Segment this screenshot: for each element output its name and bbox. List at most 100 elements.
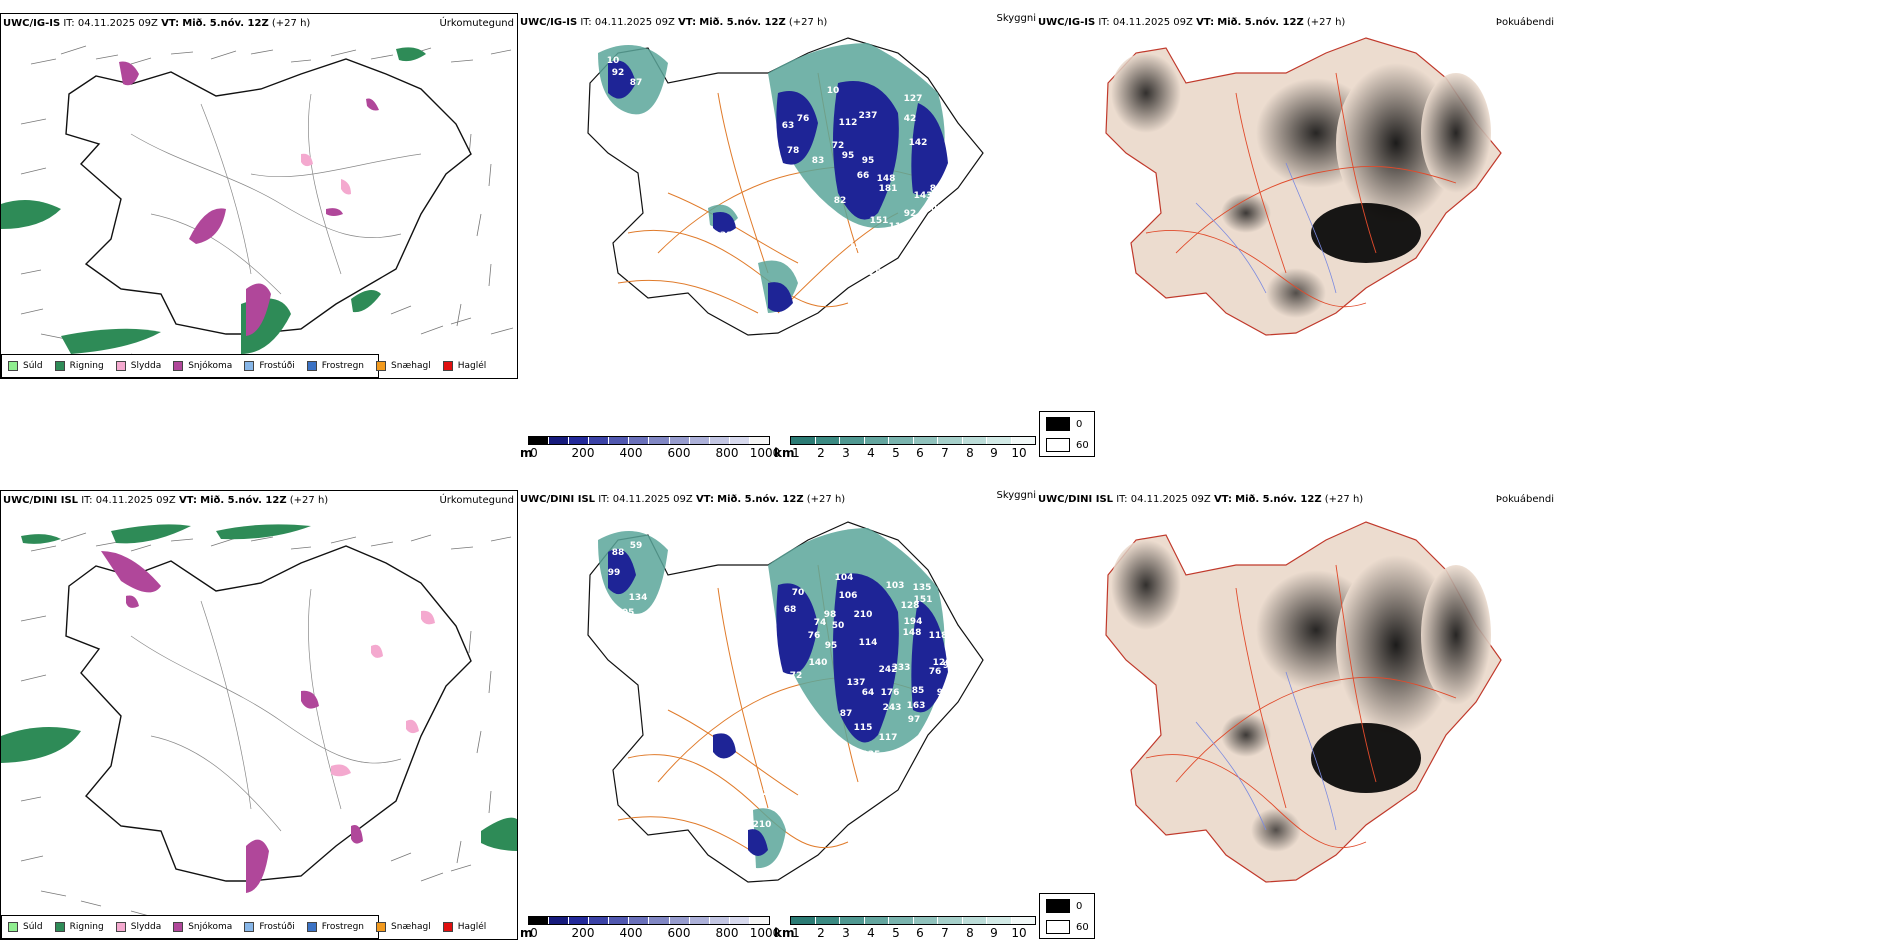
peak-label: 92 — [904, 209, 917, 219]
panel-title-cloud: Þokuábendi — [1495, 17, 1554, 28]
visibility-unit: km — [774, 926, 795, 940]
peak-label: 128 — [901, 601, 920, 611]
peak-label: 129 — [849, 241, 868, 251]
colorbar-segment — [815, 917, 840, 924]
panel-header: UWC/IG-IS IT: 04.11.2025 09Z VT: Mið. 5.… — [3, 18, 310, 30]
colorbar-segment — [889, 917, 914, 924]
legend-label: Snæhagl — [391, 922, 431, 932]
peak-label: 134 — [629, 593, 648, 603]
precip-type-legend: Súld Rigning Slydda Snjókoma Frostúði Fr… — [1, 915, 486, 939]
visibility-tick: 7 — [941, 446, 949, 460]
peak-label: 68 — [784, 605, 797, 615]
visibility-tick: 8 — [966, 446, 974, 460]
legend-swatch — [8, 361, 18, 371]
it-label: IT: — [1116, 494, 1128, 505]
peak-label: 95 — [825, 641, 838, 651]
panel-header: UWC/DINI ISL IT: 04.11.2025 09Z VT: Mið.… — [1038, 494, 1363, 506]
panel-title-visibility: Skyggni — [996, 13, 1036, 24]
peak-label: 248 — [757, 324, 776, 334]
legend-item-frostregn: Frostregn — [306, 922, 364, 932]
ceiling-unit: m — [520, 926, 533, 940]
legend-swatch — [244, 361, 255, 371]
vt-label: VT: — [178, 495, 197, 506]
legend-item-slydda: Slydda — [115, 922, 162, 932]
peak-label: 233 — [763, 788, 782, 798]
visibility-tick: 6 — [916, 446, 924, 460]
it-label: IT: — [81, 495, 93, 506]
cloud-swatch — [1046, 438, 1070, 452]
peak-label: 117 — [879, 733, 898, 743]
colorbar-segment — [729, 917, 750, 924]
colorbar-segment — [689, 917, 710, 924]
ceiling-tick: 0 — [530, 926, 538, 940]
panel-header: UWC/IG-IS IT: 04.11.2025 09Z VT: Mið. 5.… — [520, 17, 827, 29]
colorbar-segment — [649, 917, 670, 924]
colorbar-segment — [749, 917, 769, 924]
it-value: 04.11.2025 09Z — [1130, 494, 1211, 505]
peak-label: 142 — [909, 138, 928, 148]
colorbar-segment — [889, 437, 914, 444]
peak-label: 59 — [630, 541, 643, 551]
roads-red — [1145, 72, 1457, 308]
visibility-tick: 9 — [990, 926, 998, 940]
vt-value: Mið. 5.nóv. 12Z — [200, 495, 287, 506]
peak-label: 126 — [933, 658, 952, 668]
legend-label: Frostúði — [259, 361, 295, 371]
model-name: UWC/DINI ISL — [1038, 494, 1114, 505]
colorbar-segment — [549, 437, 570, 444]
peak-label: 83 — [812, 156, 825, 166]
peak-label: 98 — [824, 610, 837, 620]
peak-label: 242 — [879, 665, 898, 675]
cloud-indicator-legend-top: 0 60 — [1039, 411, 1095, 457]
cloud-legend-label: 0 — [1076, 418, 1083, 430]
visibility-unit: km — [774, 446, 795, 460]
cloud-legend-label: 60 — [1076, 921, 1089, 933]
panel-title-precip: Úrkomutegund — [439, 495, 514, 506]
ceiling-tick: 1000 — [749, 926, 781, 940]
ceiling-tick: 400 — [619, 926, 643, 940]
vt-label: VT: — [161, 18, 180, 29]
ceiling-areas — [608, 60, 948, 312]
ceiling-colorbar-top: m 0 200 400 600 800 1000 — [520, 436, 780, 462]
peak-label: 64 — [862, 688, 875, 698]
vt-value: Mið. 5.nóv. 12Z — [717, 494, 804, 505]
peak-label: 118 — [929, 631, 948, 641]
legend-label: Rigning — [69, 361, 104, 371]
legend-label: Slydda — [130, 922, 162, 932]
vt-value: Mið. 5.nóv. 12Z — [1235, 494, 1322, 505]
peak-label: 138 — [825, 234, 844, 244]
colorbar-segment — [987, 437, 1012, 444]
it-value: 04.11.2025 09Z — [1112, 17, 1193, 28]
it-value: 04.11.2025 09Z — [95, 495, 176, 506]
model-name: UWC/IG-IS — [1038, 17, 1096, 28]
legend-item-sudl: Súld — [8, 361, 43, 371]
colorbar-segment — [549, 917, 570, 924]
cloud-legend-row: 60 — [1046, 920, 1089, 934]
peak-label: 10 — [607, 56, 620, 66]
peak-label: 72 — [790, 671, 803, 681]
legend-label: Frostúði — [259, 922, 295, 932]
visibility-tick: 1 — [792, 446, 800, 460]
rivers-blue — [1195, 671, 1337, 831]
panel-header: UWC/DINI ISL IT: 04.11.2025 09Z VT: Mið.… — [3, 495, 328, 507]
peak-label: 115 — [854, 723, 873, 733]
legend-swatch — [244, 922, 255, 932]
vt-value: Mið. 5.nóv. 12Z — [699, 17, 786, 28]
colorbar-segment — [689, 437, 710, 444]
model-name: UWC/IG-IS — [520, 17, 578, 28]
peak-label: 95 — [842, 151, 855, 161]
peak-label: 76 — [929, 667, 942, 677]
legend-item-frostudi: Frostúði — [244, 361, 295, 371]
peak-label: 137 — [847, 678, 866, 688]
vt-value: Mið. 5.nóv. 12Z — [1217, 17, 1304, 28]
precip-type-legend: Súld Rigning Slydda Snjókoma Frostúði Fr… — [1, 354, 486, 378]
colorbar-segment — [749, 437, 769, 444]
precip-type-map-top — [1, 45, 514, 361]
legend-swatch — [115, 922, 126, 932]
ceiling-tick: 400 — [619, 446, 643, 460]
peak-label: 163 — [907, 701, 926, 711]
colorbar-segment — [1011, 437, 1035, 444]
peak-label: 125 — [863, 268, 882, 278]
lead-time: (+27 h) — [271, 18, 311, 29]
legend-label: Snæhagl — [391, 361, 431, 371]
